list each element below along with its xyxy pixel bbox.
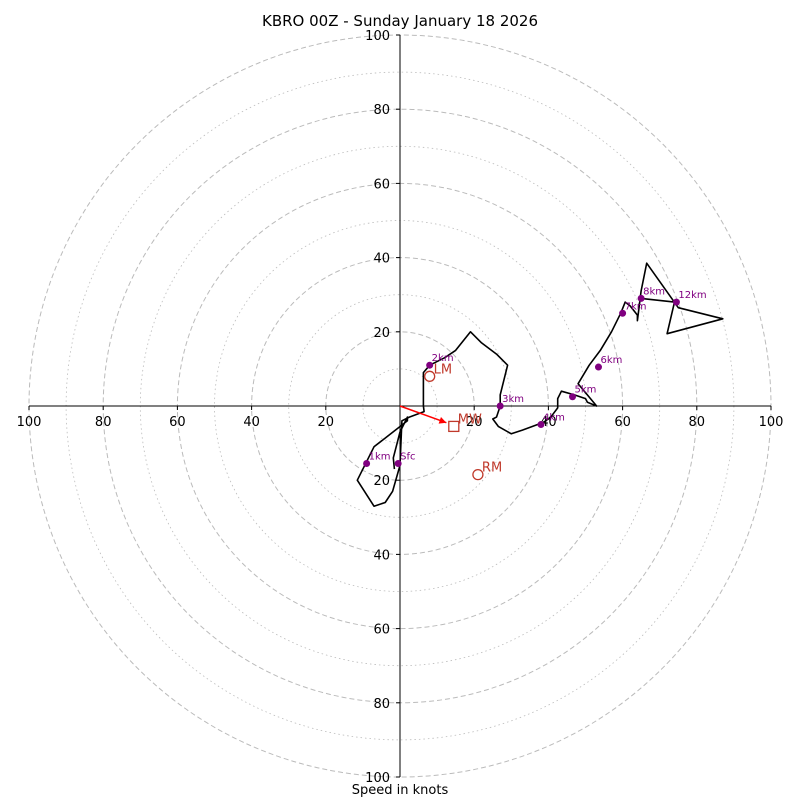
- height-label-6km: 6km: [600, 355, 622, 366]
- y-tick-label: 20: [373, 326, 390, 341]
- y-tick-label: 40: [373, 548, 390, 563]
- y-tick-label: 60: [373, 623, 390, 638]
- height-label-5km: 5km: [575, 385, 597, 396]
- chart-title: KBRO 00Z - Sunday January 18 2026: [262, 12, 538, 30]
- height-marker-6km: [594, 363, 602, 371]
- x-tick-label: 100: [17, 415, 42, 430]
- x-axis-label: Speed in knots: [351, 783, 449, 798]
- y-tick-label: 80: [373, 697, 390, 712]
- storm-motion-lm-label: LM: [434, 362, 452, 377]
- storm-motion-mw-marker: [448, 420, 460, 433]
- storm-motion-rm-marker: [472, 468, 484, 481]
- y-tick-label: 60: [373, 177, 390, 192]
- tick-labels: 100 80 60 40 20 20 40 60 80 100 100 80 60 40 20 20 40 60 8…: [17, 29, 784, 786]
- mean-wind-vector-group: [399, 405, 447, 424]
- y-tick-label: 20: [373, 474, 390, 489]
- height-label-sfc: Sfc: [400, 452, 415, 463]
- x-tick-label: 40: [243, 415, 260, 430]
- x-tick-label: 20: [318, 415, 335, 430]
- height-marker-8km: [637, 294, 645, 302]
- y-tick-label: 80: [373, 103, 390, 118]
- height-label-2km: 2km: [432, 353, 454, 364]
- height-marker-3km: [496, 402, 504, 410]
- x-tick-label: 60: [169, 415, 186, 430]
- x-tick-label: 100: [759, 415, 784, 430]
- storm-motion-rm-label: RM: [482, 461, 502, 476]
- y-tick-label: 100: [365, 771, 390, 786]
- hodograph-trace: [356, 262, 724, 508]
- x-tick-label: 20: [466, 415, 483, 430]
- x-tick-label: 60: [614, 415, 631, 430]
- height-label-7km: 7km: [625, 301, 647, 312]
- height-marker-1km: [363, 460, 371, 468]
- mean-wind-vector: [399, 405, 447, 424]
- height-marker-2km: [426, 361, 434, 369]
- height-markers: Sfc 1km 2km 3km 4km 5km 6km 7km 8km 12km: [363, 286, 707, 468]
- height-label-8km: 8km: [643, 286, 665, 297]
- x-tick-label: 80: [689, 415, 706, 430]
- x-tick-label: 80: [95, 415, 112, 430]
- height-marker-7km: [619, 309, 627, 317]
- height-marker-12km: [672, 298, 680, 306]
- height-label-3km: 3km: [502, 394, 524, 405]
- height-label-4km: 4km: [543, 413, 565, 424]
- height-marker-5km: [569, 393, 577, 401]
- height-marker-4km: [537, 421, 545, 429]
- height-label-1km: 1km: [369, 452, 391, 463]
- x-tick-label: 40: [540, 415, 557, 430]
- height-label-12km: 12km: [678, 290, 706, 301]
- height-marker-sfc: [394, 460, 402, 468]
- mean-wind-arrowhead: [438, 417, 447, 424]
- y-tick-label: 100: [365, 29, 390, 44]
- hodograph-trace-line: [356, 262, 724, 508]
- storm-motion-mw-label: MW: [458, 412, 482, 427]
- y-tick-label: 40: [373, 252, 390, 267]
- storm-motion-lm-marker: [424, 370, 436, 382]
- storm-motions: LM RM MW: [424, 362, 502, 481]
